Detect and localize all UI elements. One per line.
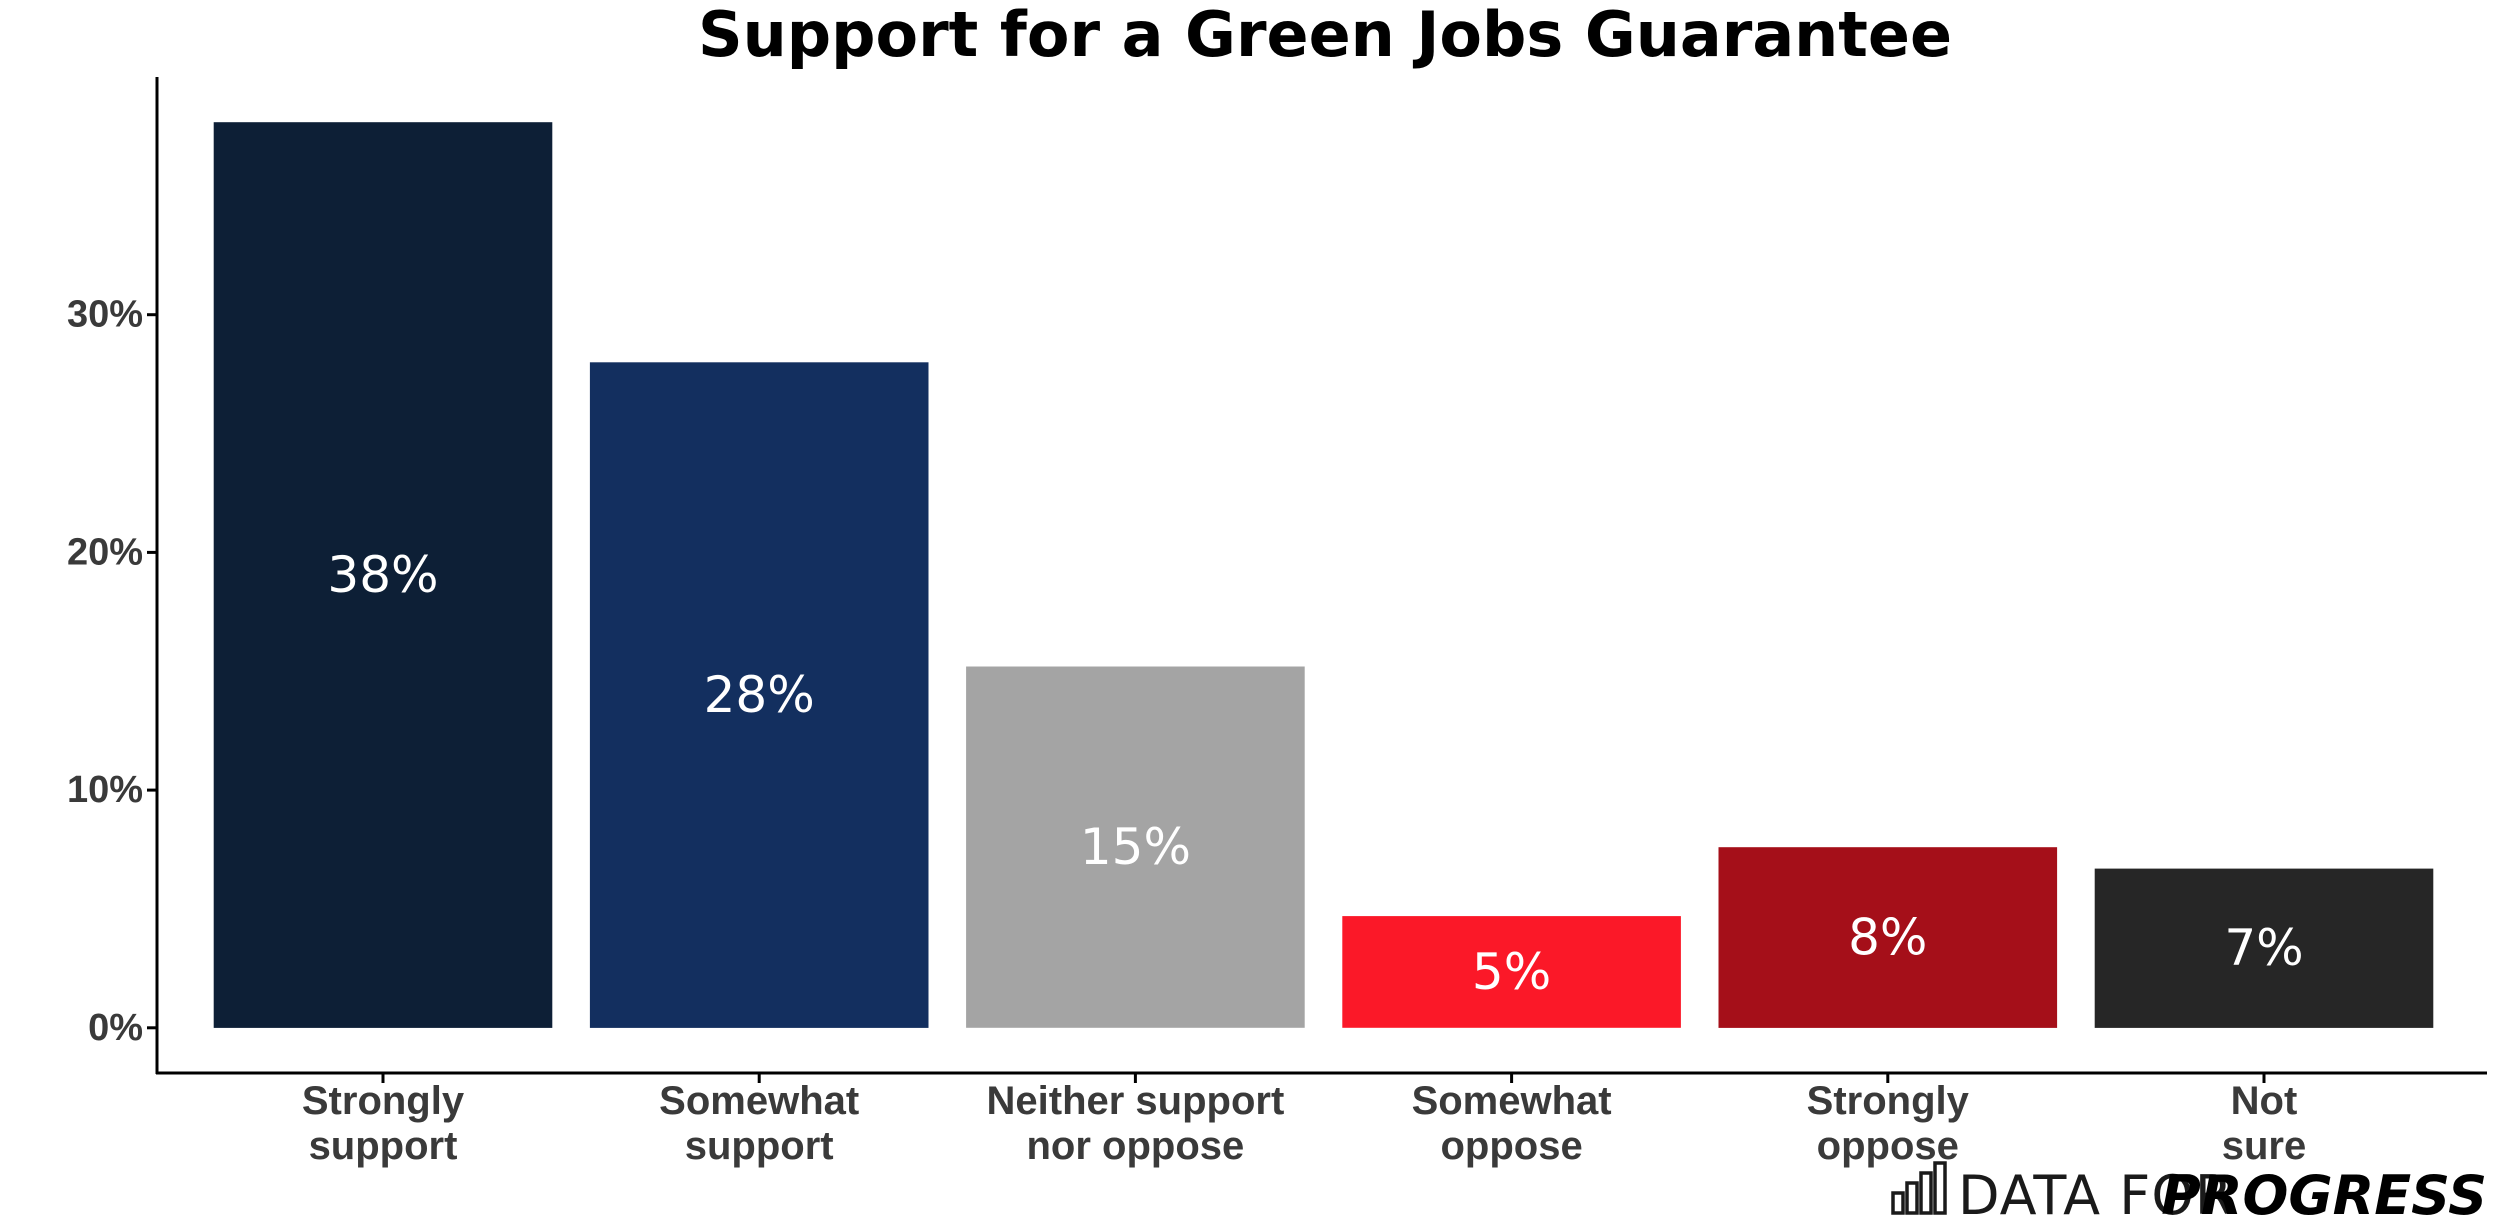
bar-not-sure [2094, 868, 2434, 1028]
x-tick-label-somewhat-support: Somewhat support [659, 1079, 859, 1168]
x-tick-label-strongly-support: Strongly support [302, 1079, 465, 1168]
brand-logo: DATA FOR PROGRESS [1891, 1161, 2487, 1227]
data-labels-layer: 38% 28% 15% 5% 8% 7% [327, 546, 2303, 1001]
y-axis-ticks: 0% 10% 20% 30% [67, 294, 157, 1049]
bar-strongly-oppose [1718, 847, 2058, 1028]
data-label-somewhat-support: 28% [704, 666, 815, 724]
brand-text-progress: PROGRESS [2161, 1164, 2487, 1227]
brand-text-data-for: DATA FOR [1958, 1164, 2233, 1227]
bar-chart-icon [1891, 1161, 1947, 1215]
y-tick-label: 0% [88, 1007, 143, 1049]
bar-somewhat-oppose [1342, 916, 1681, 1028]
bars-layer [213, 122, 2434, 1028]
x-tick-label-neither-support-nor-oppose: Neither support nor oppose [987, 1079, 1285, 1168]
y-tick-label: 20% [67, 531, 143, 573]
data-label-neither-support-nor-oppose: 15% [1080, 818, 1191, 876]
data-label-somewhat-oppose: 5% [1472, 943, 1551, 1001]
chart-title: Support for a Green Jobs Guarantee [698, 0, 1952, 71]
data-label-not-sure: 7% [2224, 919, 2303, 977]
y-tick-label: 10% [67, 769, 143, 811]
bar-somewhat-support [589, 362, 929, 1028]
bar-strongly-support [213, 122, 553, 1028]
data-label-strongly-oppose: 8% [1848, 909, 1927, 967]
x-tick-label-somewhat-oppose: Somewhat oppose [1412, 1079, 1612, 1168]
x-axis-ticks: Strongly support Somewhat support Neither su… [302, 1073, 2306, 1168]
x-tick-label-strongly-oppose: Strongly oppose [1807, 1079, 1970, 1168]
bar-neither-support-nor-oppose [966, 666, 1305, 1028]
data-label-strongly-support: 38% [327, 546, 438, 604]
y-tick-label: 30% [67, 294, 143, 336]
x-tick-label-not-sure: Not sure [2222, 1079, 2307, 1168]
